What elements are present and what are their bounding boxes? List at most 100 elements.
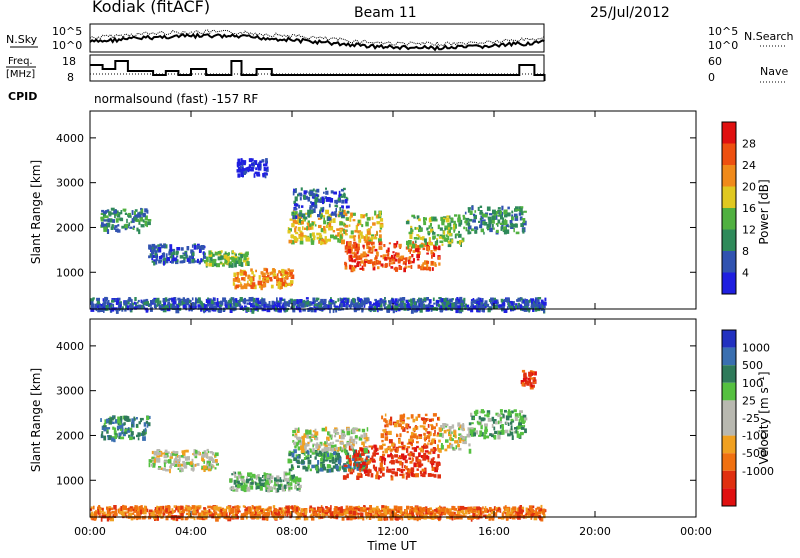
freq-panel-frame [90,55,544,81]
heatmap-cell [426,253,429,255]
heatmap-cell [260,299,262,301]
heatmap-cell [351,445,354,449]
heatmap-cell [288,483,290,486]
heatmap-cell [423,420,426,424]
heatmap-cell [240,297,243,301]
heatmap-cell [350,464,352,466]
heatmap-cell [398,439,401,444]
heatmap-cell [331,448,334,452]
heatmap-cell [435,264,437,267]
heatmap-cell [228,300,232,304]
heatmap-cell [349,235,353,238]
heatmap-cell [345,263,347,267]
heatmap-cell [446,234,448,237]
heatmap-cell [152,299,155,303]
heatmap-cell [447,445,450,449]
heatmap-cell [450,436,452,441]
heatmap-cell [277,303,281,308]
heatmap-cell [524,308,527,312]
heatmap-cell [395,459,398,463]
heatmap-cell [344,435,346,437]
heatmap-cell [415,473,419,477]
heatmap-cell [286,514,288,517]
heatmap-cell [278,486,281,490]
heatmap-cell [106,514,110,516]
heatmap-cell [305,511,308,515]
heatmap-cell [294,445,296,448]
heatmap-cell [381,467,384,471]
heatmap-cell [406,506,409,510]
heatmap-cell [434,246,438,249]
heatmap-cell [156,455,160,457]
heatmap-cell [148,219,152,221]
heatmap-cell [478,297,480,300]
heatmap-cell [450,429,452,434]
heatmap-cell [102,303,106,307]
heatmap-cell [103,436,106,441]
heatmap-cell [418,452,421,457]
heatmap-cell [341,200,344,204]
heatmap-cell [253,308,255,312]
heatmap-cell [481,409,484,413]
heatmap-cell [259,305,261,309]
heatmap-cell [372,217,374,220]
heatmap-cell [169,469,171,473]
heatmap-cell [432,231,434,235]
heatmap-cell [526,300,529,304]
heatmap-cell [445,439,449,443]
heatmap-cell [390,417,392,422]
heatmap-cell [373,508,376,511]
heatmap-cell [279,479,282,482]
heatmap-cell [406,221,410,225]
heatmap-cell [138,434,141,437]
heatmap-cell [461,424,464,428]
heatmap-cell [329,204,331,208]
heatmap-cell [494,435,497,440]
heatmap-cell [379,458,381,462]
heatmap-cell [456,297,458,300]
heatmap-cell [318,225,322,228]
heatmap-cell [207,506,211,509]
heatmap-cell [129,305,133,309]
heatmap-cell [158,452,161,455]
freq-step-line [90,61,545,81]
heatmap-cell [458,448,461,451]
heatmap-cell [336,457,338,460]
heatmap-cell [335,455,337,457]
heatmap-cell [163,261,165,266]
heatmap-cell [120,218,124,222]
heatmap-cell [183,298,185,303]
heatmap-cell [400,434,402,436]
heatmap-cell [401,442,404,445]
heatmap-cell [378,261,381,265]
heatmap-cell [264,167,266,171]
heatmap-cell [365,467,367,470]
heatmap-cell [198,297,201,301]
heatmap-cell [338,507,340,510]
heatmap-cell [471,422,473,424]
heatmap-cell [291,505,293,509]
heatmap-cell [379,246,383,250]
heatmap-cell [544,298,546,301]
heatmap-cell [247,479,250,481]
heatmap-cell [339,207,341,211]
heatmap-cell [342,433,345,435]
heatmap-cell [241,262,244,267]
heatmap-cell [266,304,270,307]
heatmap-cell [433,217,437,221]
heatmap-cell [429,237,431,241]
heatmap-cell [340,446,342,451]
heatmap-cell [354,428,358,430]
heatmap-cell [311,465,313,469]
heatmap-cell [430,250,432,254]
heatmap-cell [376,231,378,235]
heatmap-cell [276,276,278,280]
heatmap-cell [163,298,166,303]
heatmap-cell [376,221,380,224]
heatmap-cell [215,517,219,522]
heatmap-cell [91,512,93,514]
heatmap-cell [523,378,526,382]
heatmap-cell [331,435,333,438]
heatmap-cell [123,210,126,212]
heatmap-cell [315,429,317,432]
